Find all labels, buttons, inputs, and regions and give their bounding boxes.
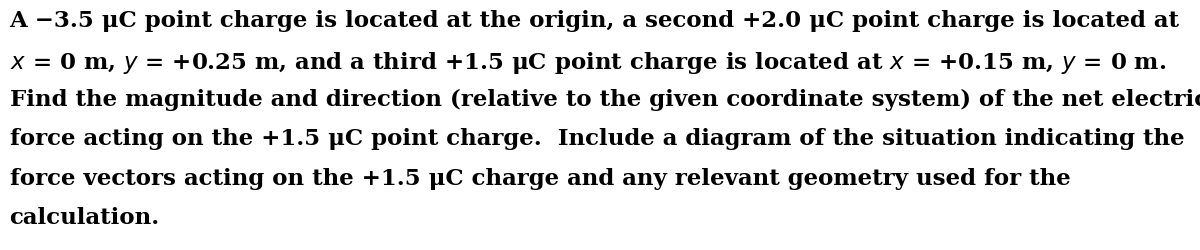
Text: A −3.5 μC point charge is located at the origin, a second +2.0 μC point charge i: A −3.5 μC point charge is located at the… — [10, 10, 1180, 32]
Text: calculation.: calculation. — [10, 208, 160, 230]
Text: force acting on the +1.5 μC point charge.  Include a diagram of the situation in: force acting on the +1.5 μC point charge… — [10, 128, 1184, 150]
Text: force vectors acting on the +1.5 μC charge and any relevant geometry used for th: force vectors acting on the +1.5 μC char… — [10, 168, 1070, 190]
Text: Find the magnitude and direction (relative to the given coordinate system) of th: Find the magnitude and direction (relati… — [10, 89, 1200, 111]
Text: $x$ = 0 m, $y$ = +0.25 m, and a third +1.5 μC point charge is located at $x$ = +: $x$ = 0 m, $y$ = +0.25 m, and a third +1… — [10, 50, 1166, 76]
